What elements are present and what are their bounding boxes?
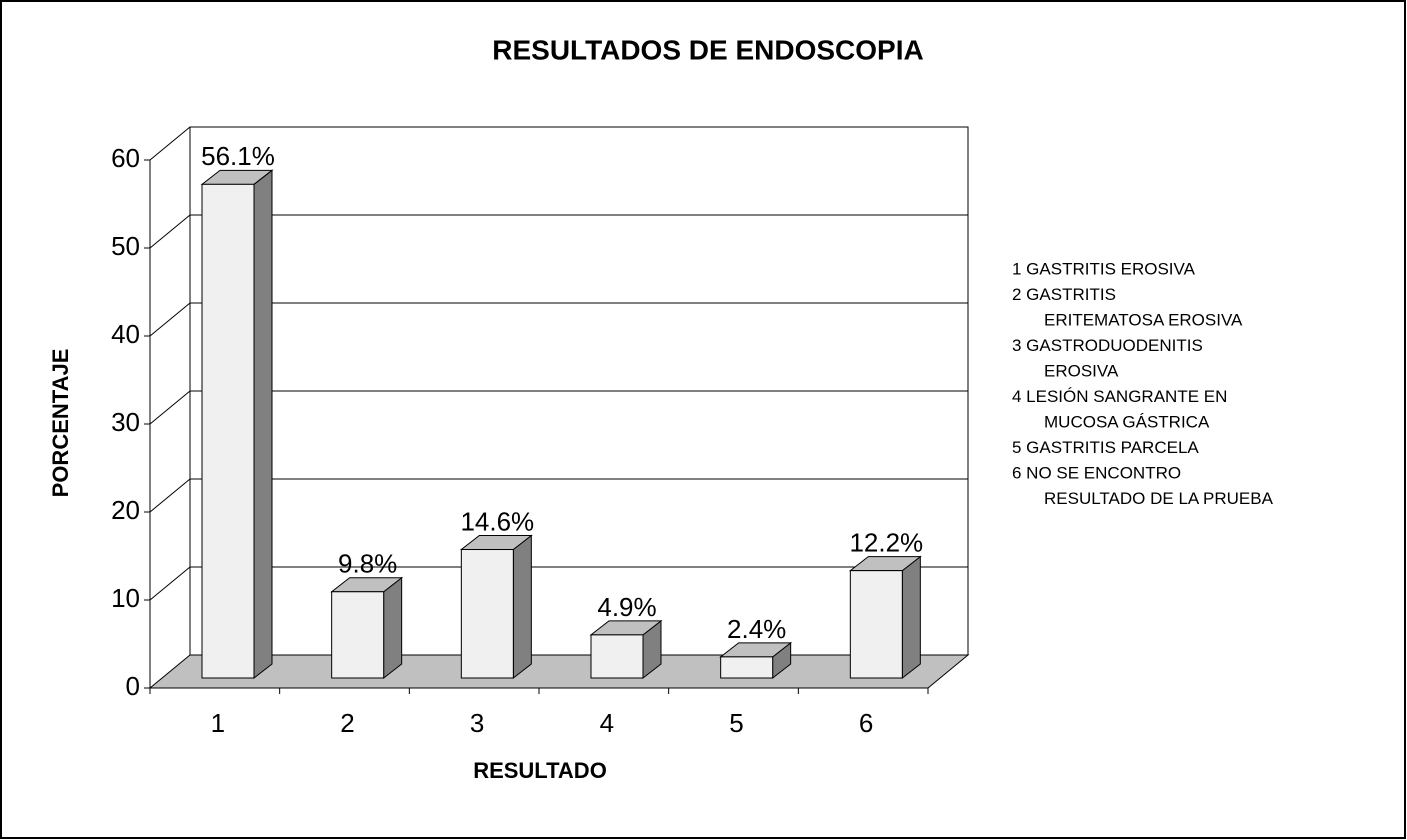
legend-text: MUCOSA GÁSTRICA xyxy=(1044,412,1210,431)
y-axis-label: PORCENTAJE xyxy=(48,349,73,498)
legend-text: EROSIVA xyxy=(1044,361,1119,380)
legend-text: ERITEMATOSA EROSIVA xyxy=(1044,310,1243,329)
legend-text: 5 GASTRITIS PARCELA xyxy=(1012,438,1199,457)
x-tick-label: 3 xyxy=(470,708,484,738)
y-tick-label: 40 xyxy=(111,319,140,349)
data-label: 4.9% xyxy=(597,592,656,622)
bar xyxy=(460,549,514,679)
floor xyxy=(148,654,970,689)
bar-side xyxy=(901,555,921,680)
grid-line xyxy=(149,302,968,337)
y-tick-label: 20 xyxy=(111,495,140,525)
grid-line xyxy=(149,126,968,161)
y-tick-label: 60 xyxy=(111,143,140,173)
legend-text: 6 NO SE ENCONTRO xyxy=(1012,463,1181,482)
y-tick-label: 50 xyxy=(111,231,140,261)
y-tick-label: 10 xyxy=(111,583,140,613)
legend-text: 2 GASTRITIS xyxy=(1012,285,1116,304)
bar xyxy=(720,656,774,679)
grid-line xyxy=(149,214,968,249)
bar-side xyxy=(253,169,273,680)
legend-text: RESULTADO DE LA PRUEBA xyxy=(1044,489,1274,508)
bar xyxy=(590,634,644,679)
data-label: 56.1% xyxy=(201,141,275,171)
bar xyxy=(201,183,255,679)
data-label: 2.4% xyxy=(727,614,786,644)
y-tick-label: 0 xyxy=(126,671,140,701)
x-tick-label: 1 xyxy=(211,708,225,738)
grid-line xyxy=(149,390,968,425)
grid-line xyxy=(149,566,968,601)
x-tick-label: 4 xyxy=(600,708,614,738)
x-axis-label: RESULTADO xyxy=(473,758,607,783)
x-tick-label: 6 xyxy=(859,708,873,738)
data-label: 12.2% xyxy=(849,528,923,558)
bar-side xyxy=(383,576,403,680)
x-tick-label: 2 xyxy=(340,708,354,738)
x-tick-label: 5 xyxy=(729,708,743,738)
grid-line xyxy=(149,478,968,513)
legend-text: 3 GASTRODUODENITIS xyxy=(1012,336,1203,355)
bar-side xyxy=(512,534,532,680)
y-tick-label: 30 xyxy=(111,407,140,437)
bar xyxy=(331,591,385,679)
chart-title: RESULTADOS DE ENDOSCOPIA xyxy=(492,34,923,65)
data-label: 9.8% xyxy=(338,549,397,579)
bar xyxy=(849,570,903,679)
legend-text: 4 LESIÓN SANGRANTE EN xyxy=(1012,387,1227,406)
data-label: 14.6% xyxy=(460,506,534,536)
legend-text: 1 GASTRITIS EROSIVA xyxy=(1012,259,1196,278)
